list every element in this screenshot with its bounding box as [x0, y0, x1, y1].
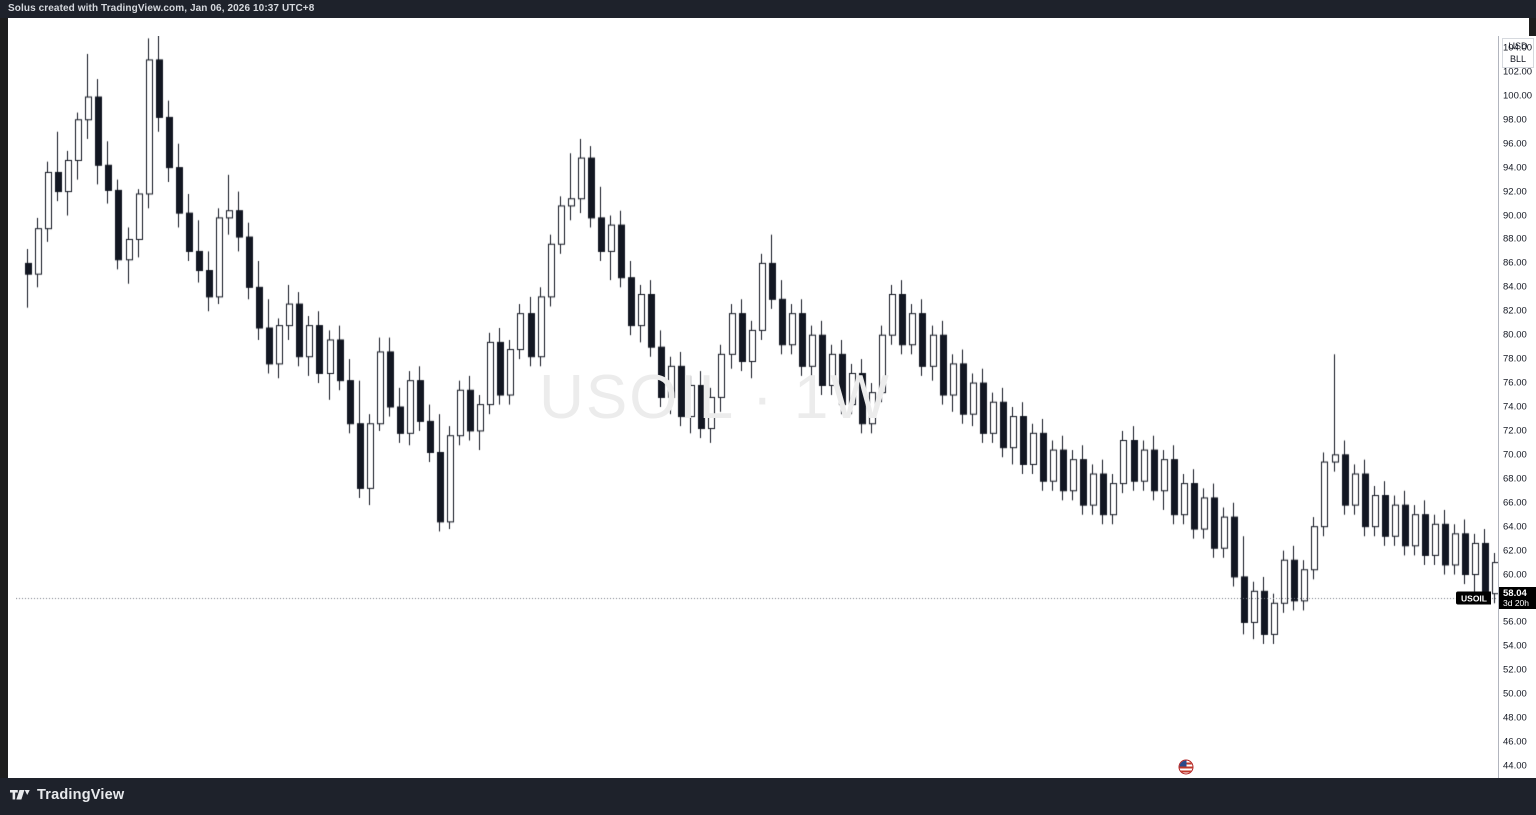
- bar-countdown: 3d 20h: [1503, 598, 1529, 608]
- price-tick: 96.00: [1503, 138, 1527, 150]
- price-tick: 86.00: [1503, 257, 1527, 269]
- unit-label: BLL: [1509, 54, 1526, 64]
- symbol-tag: USOIL: [1456, 591, 1491, 605]
- price-tick: 74.00: [1503, 401, 1527, 413]
- logo-text: TradingView: [37, 787, 125, 803]
- attribution-bar: Solus created with TradingView.com, Jan …: [0, 0, 1536, 18]
- price-tick: 76.00: [1503, 377, 1527, 389]
- price-tick: 92.00: [1503, 186, 1527, 198]
- price-tick: 44.00: [1503, 760, 1527, 772]
- flag-graphic: [1179, 760, 1193, 774]
- price-tick: 48.00: [1503, 712, 1527, 724]
- price-axis[interactable]: USD BLL 104.00 102.00 100.00 98.00 96.00 94.0…: [1498, 36, 1536, 778]
- currency-label: USD: [1508, 41, 1528, 51]
- chart-plot-area[interactable]: USOIL · 1W: [16, 36, 1498, 778]
- price-tick: 64.00: [1503, 521, 1527, 533]
- attribution-text: Solus created with TradingView.com, Jan …: [8, 3, 315, 14]
- candlestick-canvas[interactable]: [16, 36, 1498, 778]
- chart-frame: USOIL · 1W USD BLL 104.00 102.00 100.00 98.…: [0, 18, 1536, 796]
- currency-unit-box: USD BLL: [1502, 38, 1534, 68]
- current-price-value: 58.04: [1503, 588, 1527, 599]
- price-tick: 84.00: [1503, 281, 1527, 293]
- price-tick: 52.00: [1503, 664, 1527, 676]
- symbol-tag-label: USOIL: [1461, 593, 1487, 603]
- price-tick: 94.00: [1503, 162, 1527, 174]
- price-tick: 66.00: [1503, 497, 1527, 509]
- current-price-badge: 58.04 3d 20h: [1499, 587, 1536, 609]
- price-tick: 46.00: [1503, 736, 1527, 748]
- price-tick: 56.00: [1503, 616, 1527, 628]
- price-tick: 50.00: [1503, 688, 1527, 700]
- price-tick: 60.00: [1503, 569, 1527, 581]
- tradingview-logo[interactable]: TradingView: [10, 787, 124, 803]
- price-tick: 102.00: [1503, 66, 1533, 78]
- price-tick: 54.00: [1503, 640, 1527, 652]
- price-tick: 80.00: [1503, 329, 1527, 341]
- price-tick: 68.00: [1503, 473, 1527, 485]
- price-tick: 100.00: [1503, 90, 1533, 102]
- price-tick: 88.00: [1503, 233, 1527, 245]
- price-tick: 98.00: [1503, 114, 1527, 126]
- us-flag-economic-event-icon[interactable]: [1178, 759, 1194, 775]
- price-tick: 82.00: [1503, 305, 1527, 317]
- footer-bar: TradingView: [0, 778, 1536, 815]
- price-tick: 90.00: [1503, 210, 1527, 222]
- price-tick: 62.00: [1503, 545, 1527, 557]
- price-tick: 72.00: [1503, 425, 1527, 437]
- price-tick: 78.00: [1503, 353, 1527, 365]
- tradingview-mark-icon: [10, 790, 30, 800]
- price-tick: 70.00: [1503, 449, 1527, 461]
- price-tick: 104.00: [1503, 42, 1533, 54]
